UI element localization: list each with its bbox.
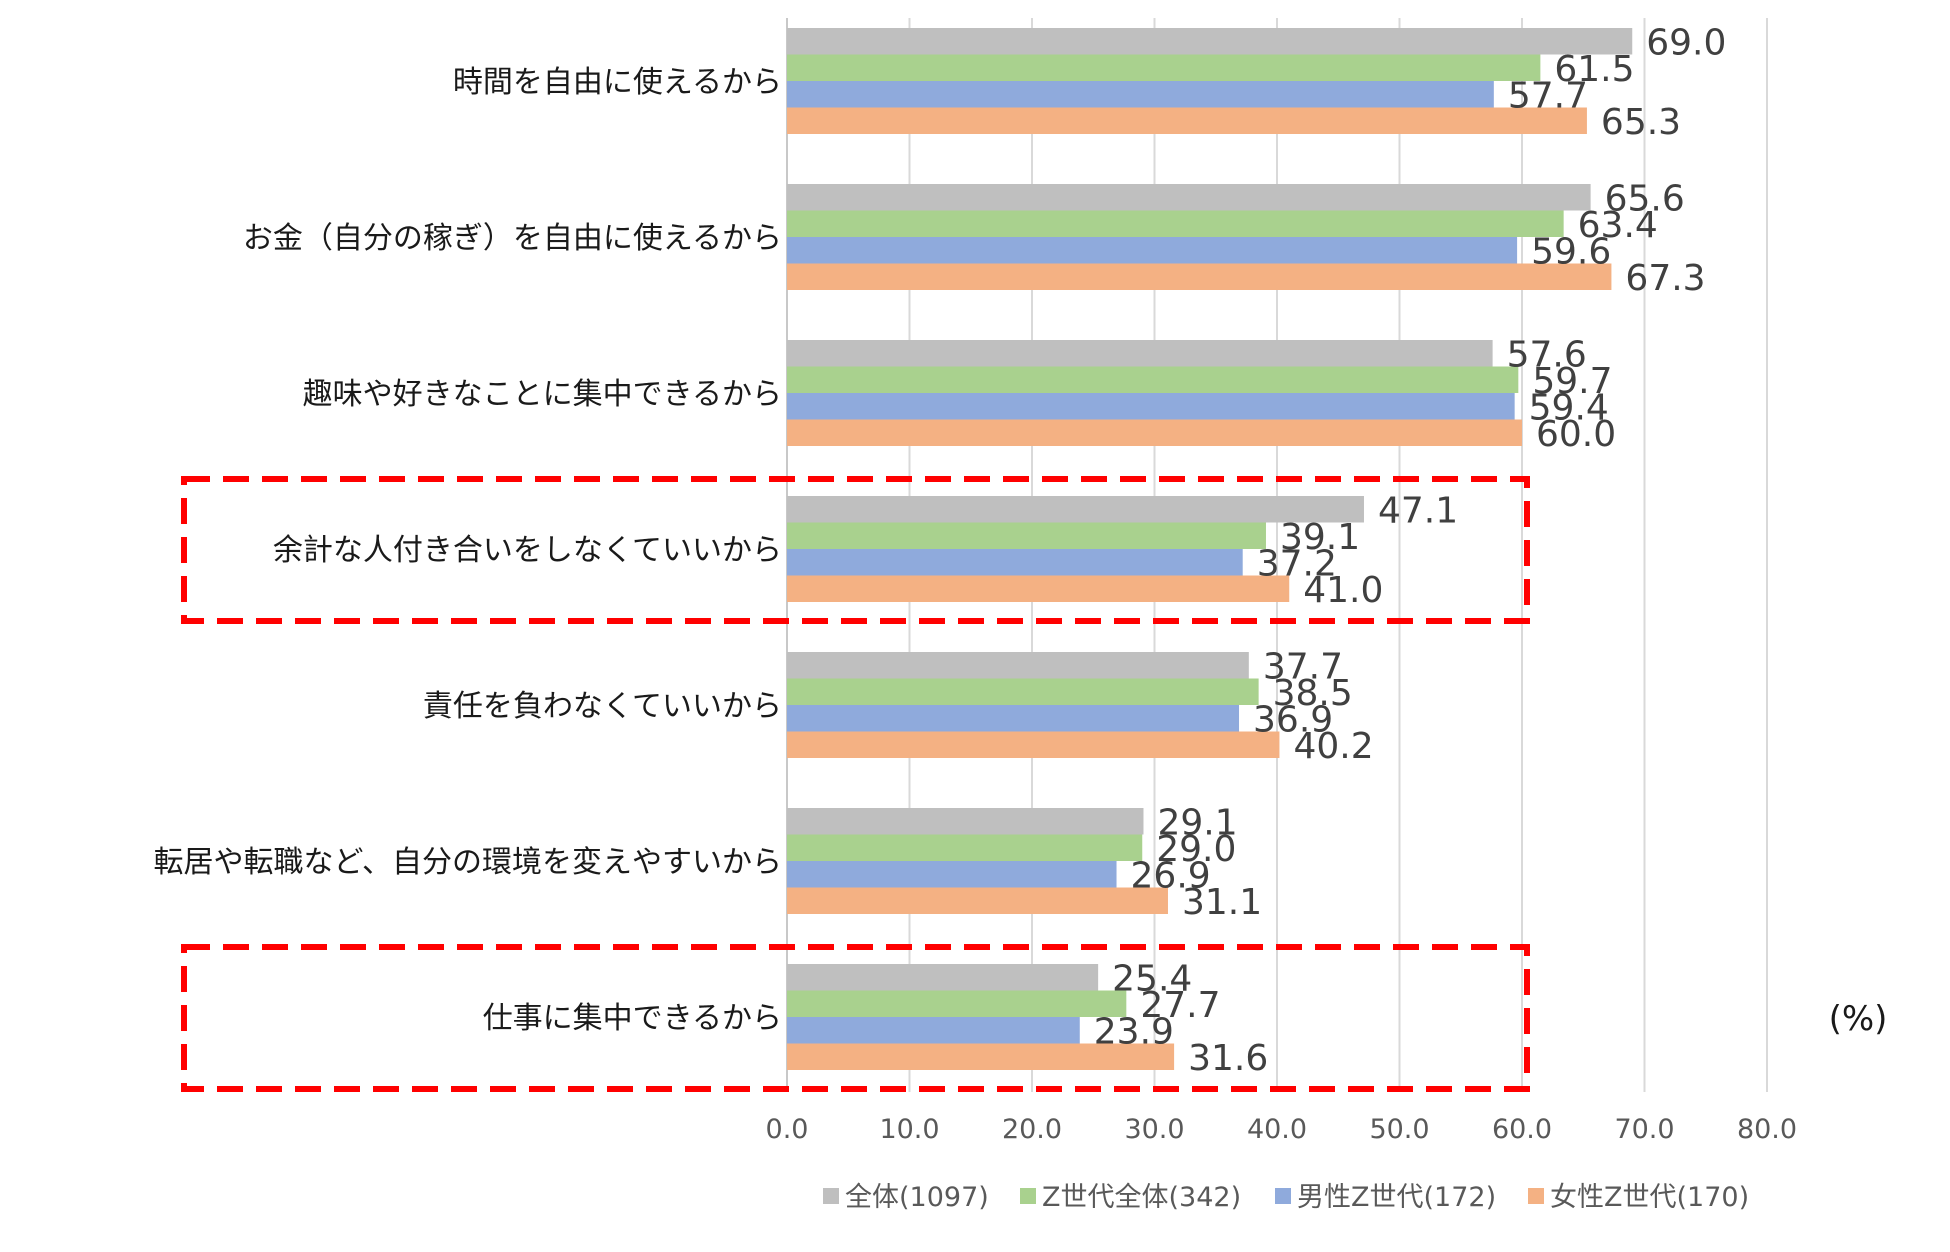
highlight-box — [181, 944, 1530, 1092]
data-label: 57.6 — [1507, 334, 1587, 375]
data-label: 59.4 — [1529, 387, 1609, 428]
data-label: 67.3 — [1625, 258, 1705, 299]
legend-label: 男性Z世代(172) — [1297, 1182, 1496, 1213]
bar — [787, 107, 1587, 134]
bar — [787, 1017, 1080, 1044]
category-label: 転居や転職など、自分の環境を変えやすいから — [154, 845, 783, 880]
x-axis-ticks: 0.0 10.0 20.0 30.0 40.0 50.0 60.0 70.0 80.0 — [766, 1114, 1798, 1145]
data-label: 47.1 — [1378, 490, 1458, 531]
x-tick-label: 30.0 — [1124, 1114, 1184, 1145]
bar — [787, 549, 1243, 576]
legend-swatch — [1528, 1188, 1544, 1204]
bar — [787, 419, 1522, 446]
data-label: 26.9 — [1131, 855, 1211, 896]
legend-label: 女性Z世代(170) — [1550, 1182, 1749, 1213]
legend-label: 全体(1097) — [845, 1182, 989, 1213]
bar — [787, 393, 1515, 420]
bar — [787, 678, 1259, 705]
data-label: 41.0 — [1303, 570, 1383, 611]
category-label: 時間を自由に使えるから — [453, 65, 782, 100]
highlight-box — [181, 476, 1530, 624]
bar — [787, 522, 1266, 549]
x-tick-label: 60.0 — [1492, 1114, 1552, 1145]
bar — [787, 887, 1168, 914]
bar — [787, 237, 1518, 264]
bar — [787, 54, 1541, 81]
data-label: 59.7 — [1532, 361, 1612, 402]
data-label: 29.0 — [1156, 829, 1236, 870]
legend: 全体(1097) Z世代全体(342) 男性Z世代(172) 女性Z世代(170) — [823, 1182, 1749, 1213]
category-label: お金（自分の稼ぎ）を自由に使えるから — [243, 221, 782, 256]
bar — [787, 263, 1612, 290]
bar — [787, 808, 1144, 835]
data-label: 65.3 — [1601, 102, 1681, 143]
x-tick-label: 40.0 — [1247, 1114, 1307, 1145]
data-label: 31.1 — [1182, 882, 1262, 923]
x-tick-label: 0.0 — [766, 1114, 809, 1145]
highlight-boxes — [181, 476, 1530, 1092]
data-label: 27.7 — [1140, 985, 1220, 1026]
bar — [787, 210, 1564, 237]
category-label: 余計な人付き合いをしなくていいから — [273, 533, 782, 568]
data-label: 23.9 — [1094, 1011, 1174, 1052]
bar — [787, 575, 1290, 602]
data-label: 60.0 — [1536, 414, 1616, 455]
legend-swatch — [1275, 1188, 1291, 1204]
unit-label: (%) — [1829, 999, 1888, 1039]
data-label: 38.5 — [1273, 673, 1353, 714]
data-label: 40.2 — [1293, 726, 1373, 767]
data-label: 37.2 — [1257, 543, 1337, 584]
legend-label: Z世代全体(342) — [1042, 1182, 1241, 1213]
bar — [787, 81, 1494, 108]
data-label: 29.1 — [1157, 802, 1237, 843]
bar — [787, 340, 1493, 367]
data-label: 36.9 — [1253, 699, 1333, 740]
category-label: 趣味や好きなことに集中できるから — [303, 377, 782, 412]
category-label: 仕事に集中できるから — [483, 1001, 782, 1036]
value-labels: 69.0 61.557.7 65.3 65.663.459.6 67.3 57.659.7… — [1094, 22, 1727, 1079]
data-label: 59.6 — [1531, 231, 1611, 272]
data-label: 57.7 — [1508, 75, 1588, 116]
bars — [787, 28, 1633, 1070]
bar — [787, 496, 1364, 523]
legend-swatch — [823, 1188, 839, 1204]
bar — [787, 705, 1240, 732]
x-tick-label: 50.0 — [1369, 1114, 1429, 1145]
bar — [787, 28, 1633, 55]
bar — [787, 990, 1127, 1017]
category-labels: 時間を自由に使えるからお金（自分の稼ぎ）を自由に使えるから趣味や好きなことに集中… — [154, 65, 783, 1036]
data-label: 61.5 — [1554, 49, 1634, 90]
data-label: 37.7 — [1263, 646, 1343, 687]
bar — [787, 861, 1117, 888]
x-tick-label: 80.0 — [1737, 1114, 1797, 1145]
data-label: 39.1 — [1280, 517, 1360, 558]
legend-swatch — [1020, 1188, 1036, 1204]
data-label: 65.6 — [1605, 178, 1685, 219]
data-label: 31.6 — [1188, 1038, 1268, 1079]
bar — [787, 1043, 1175, 1070]
bar — [787, 834, 1143, 861]
bar — [787, 731, 1280, 758]
x-tick-label: 70.0 — [1614, 1114, 1674, 1145]
x-tick-label: 20.0 — [1002, 1114, 1062, 1145]
bar — [787, 964, 1099, 991]
data-label: 63.4 — [1578, 205, 1658, 246]
category-label: 責任を負わなくていいから — [423, 689, 782, 724]
bar — [787, 652, 1249, 679]
data-label: 25.4 — [1112, 958, 1192, 999]
bar — [787, 184, 1591, 211]
x-tick-label: 10.0 — [879, 1114, 939, 1145]
data-label: 69.0 — [1646, 22, 1726, 63]
bar — [787, 366, 1519, 393]
